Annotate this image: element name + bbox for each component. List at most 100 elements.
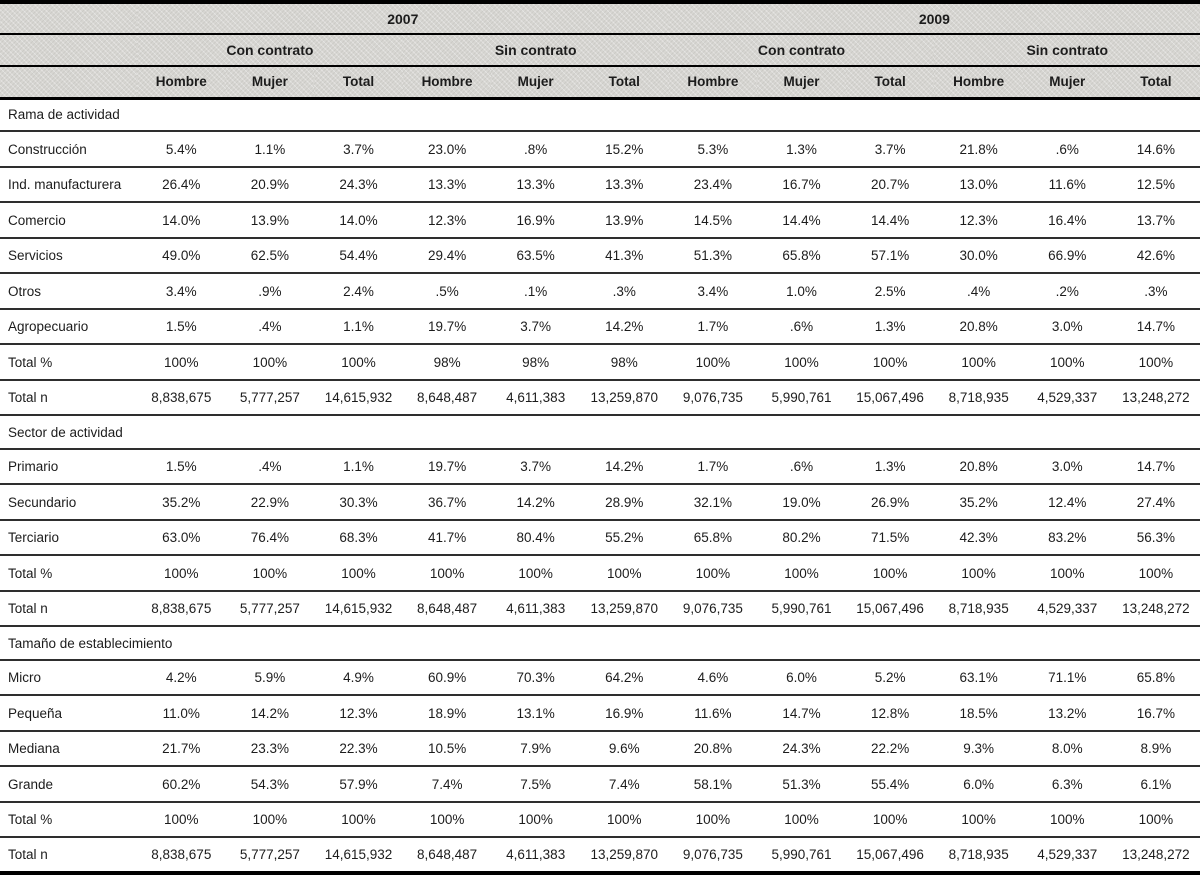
data-cell: 42.3% [934,519,1023,557]
data-cell: 14.2% [225,695,315,732]
year-header: 2009 [668,2,1200,35]
data-cell: 62.5% [225,237,315,275]
data-cell: .4% [934,273,1023,310]
table-row: Otros 3.4% .9% 2.4% .5% .1% .3% 3.4% 1.0% 2.5% .4%… [0,273,1200,310]
table-row: Mediana 21.7% 23.3% 22.3% 10.5% 7.9% 9.6% 20.8%… [0,730,1200,768]
corner-cell [0,2,137,35]
data-cell: 100% [137,344,226,381]
data-cell: 100% [1022,344,1112,381]
data-cell: 100% [845,344,935,381]
row-label: Total n [0,379,137,417]
data-cell: 3.0% [1022,448,1112,486]
table-row: Total n 8,838,675 5,777,257 14,615,932 8,648… [0,590,1200,628]
table-row: Primario 1.5% .4% 1.1% 19.7% 3.7% 14.2% 1.7% .6%… [0,448,1200,486]
data-cell: 57.9% [314,766,403,803]
column-header: Total [579,66,669,100]
data-cell: 4.2% [137,659,226,697]
data-cell: 6.3% [1022,766,1112,803]
data-cell: 8.0% [1022,730,1112,768]
data-cell: 14.4% [757,202,846,239]
row-label: Pequeña [0,695,137,732]
data-cell: 100% [1111,344,1200,381]
data-cell: 68.3% [314,519,403,557]
data-cell: 7.4% [402,766,492,803]
contract-group-header: Sin contrato [934,34,1200,67]
column-header: Hombre [934,66,1023,100]
data-cell: 100% [314,801,403,839]
data-cell: 22.2% [845,730,935,768]
table-header: 2007 2009 Con contrato Sin contrato Con cont… [0,2,1200,100]
data-cell: 1.7% [668,308,758,346]
data-cell: 1.5% [137,308,226,346]
data-cell: 49.0% [137,237,226,275]
data-cell: 19.7% [402,448,492,486]
data-cell: 100% [757,344,846,381]
row-label: Total % [0,555,137,592]
data-cell: 1.7% [668,448,758,486]
data-cell: 14.0% [314,202,403,239]
table-row: Micro 4.2% 5.9% 4.9% 60.9% 70.3% 64.2% 4.6% 6.0%… [0,659,1200,697]
data-cell: 12.3% [402,202,492,239]
data-cell: 60.2% [137,766,226,803]
section-label: Rama de actividad [0,98,1200,133]
data-cell: 21.8% [934,131,1023,168]
data-cell: 41.3% [579,237,669,275]
section-label-row: Tamaño de establecimiento [0,626,1200,661]
table-row: Total n 8,838,675 5,777,257 14,615,932 8,648… [0,379,1200,417]
data-cell: .6% [1022,131,1112,168]
data-cell: 4,529,337 [1022,590,1112,628]
data-cell: 51.3% [757,766,846,803]
data-cell: 63.5% [491,237,580,275]
data-cell: 13,248,272 [1111,590,1200,628]
data-cell: 19.0% [757,484,846,521]
data-cell: 100% [1022,555,1112,592]
data-cell: 7.4% [579,766,669,803]
table-row: Ind. manufacturera 26.4% 20.9% 24.3% 13.3% 13… [0,166,1200,204]
row-label: Construcción [0,131,137,168]
data-cell: 15,067,496 [845,837,935,875]
data-cell: 54.4% [314,237,403,275]
data-cell: 32.1% [668,484,758,521]
data-cell: 6.1% [1111,766,1200,803]
data-cell: 13.9% [579,202,669,239]
data-cell: 5,990,761 [757,590,846,628]
data-cell: 100% [757,801,846,839]
data-cell: 5,990,761 [757,837,846,875]
row-label: Mediana [0,730,137,768]
table-row: Total % 100% 100% 100% 100% 100% 100% 100% 100% 1… [0,555,1200,592]
data-cell: 13.7% [1111,202,1200,239]
data-cell: 65.8% [1111,659,1200,697]
data-cell: 13.3% [579,166,669,204]
data-cell: 51.3% [668,237,758,275]
column-header: Total [314,66,403,100]
row-label: Total % [0,801,137,839]
data-cell: 8,718,935 [934,590,1023,628]
data-cell: 5.2% [845,659,935,697]
table-row: Servicios 49.0% 62.5% 54.4% 29.4% 63.5% 41.3% 5… [0,237,1200,275]
data-cell: 100% [491,555,580,592]
data-cell: 12.4% [1022,484,1112,521]
data-cell: 19.7% [402,308,492,346]
column-header: Mujer [225,66,315,100]
data-cell: 8,838,675 [137,837,226,875]
data-cell: 1.5% [137,448,226,486]
data-cell: 11.6% [668,695,758,732]
data-cell: 23.3% [225,730,315,768]
data-cell: 55.4% [845,766,935,803]
year-header: 2007 [137,2,669,35]
data-cell: 28.9% [579,484,669,521]
data-cell: 8,718,935 [934,379,1023,417]
data-cell: 5,777,257 [225,837,315,875]
data-cell: 5,777,257 [225,379,315,417]
data-cell: 13,248,272 [1111,379,1200,417]
data-cell: 64.2% [579,659,669,697]
data-cell: 36.7% [402,484,492,521]
data-cell: 20.8% [668,730,758,768]
data-cell: .9% [225,273,315,310]
table-row: Grande 60.2% 54.3% 57.9% 7.4% 7.5% 7.4% 58.1% 51… [0,766,1200,803]
contract-group-header: Con contrato [137,34,403,67]
table-row: Construcción 5.4% 1.1% 3.7% 23.0% .8% 15.2% 5.3… [0,131,1200,168]
column-header: Mujer [491,66,580,100]
data-cell: 3.7% [491,448,580,486]
